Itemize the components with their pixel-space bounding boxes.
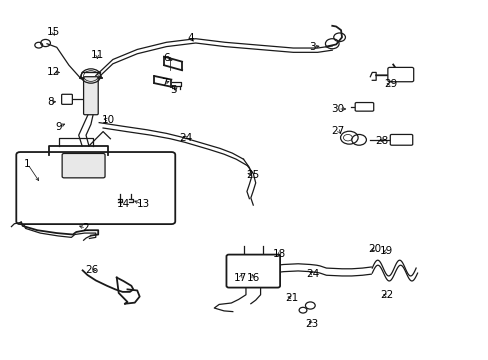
Text: 13: 13: [136, 199, 149, 210]
FancyBboxPatch shape: [387, 67, 413, 82]
FancyBboxPatch shape: [83, 77, 98, 115]
Text: 2: 2: [82, 224, 89, 233]
Text: 18: 18: [272, 248, 285, 258]
Text: 4: 4: [187, 33, 194, 43]
Text: 22: 22: [380, 291, 393, 301]
Text: 3: 3: [309, 42, 315, 52]
Text: 28: 28: [375, 136, 388, 145]
Text: 15: 15: [47, 27, 60, 37]
FancyBboxPatch shape: [16, 152, 175, 224]
Text: 12: 12: [47, 67, 60, 77]
Text: 17: 17: [233, 273, 247, 283]
Text: 11: 11: [90, 50, 103, 60]
FancyBboxPatch shape: [354, 103, 373, 111]
Text: 23: 23: [305, 319, 318, 329]
FancyBboxPatch shape: [226, 255, 280, 288]
Text: 5: 5: [170, 85, 177, 95]
FancyBboxPatch shape: [389, 134, 412, 145]
Text: 8: 8: [47, 97, 54, 107]
Text: 14: 14: [117, 199, 130, 210]
Text: 1: 1: [24, 159, 31, 169]
FancyBboxPatch shape: [62, 153, 105, 178]
Text: 24: 24: [179, 133, 192, 143]
Text: 9: 9: [55, 122, 61, 132]
FancyBboxPatch shape: [61, 94, 72, 104]
Text: 16: 16: [246, 273, 259, 283]
Text: 20: 20: [368, 244, 381, 254]
Text: 29: 29: [384, 79, 397, 89]
Text: 10: 10: [101, 115, 114, 125]
Text: 30: 30: [331, 104, 344, 114]
Text: 24: 24: [305, 269, 319, 279]
Text: 6: 6: [163, 53, 169, 63]
Text: 26: 26: [85, 265, 99, 275]
Text: 21: 21: [285, 293, 298, 303]
Text: 7: 7: [161, 78, 167, 88]
Text: 25: 25: [246, 170, 259, 180]
Text: 27: 27: [331, 126, 344, 135]
Text: 19: 19: [380, 246, 393, 256]
